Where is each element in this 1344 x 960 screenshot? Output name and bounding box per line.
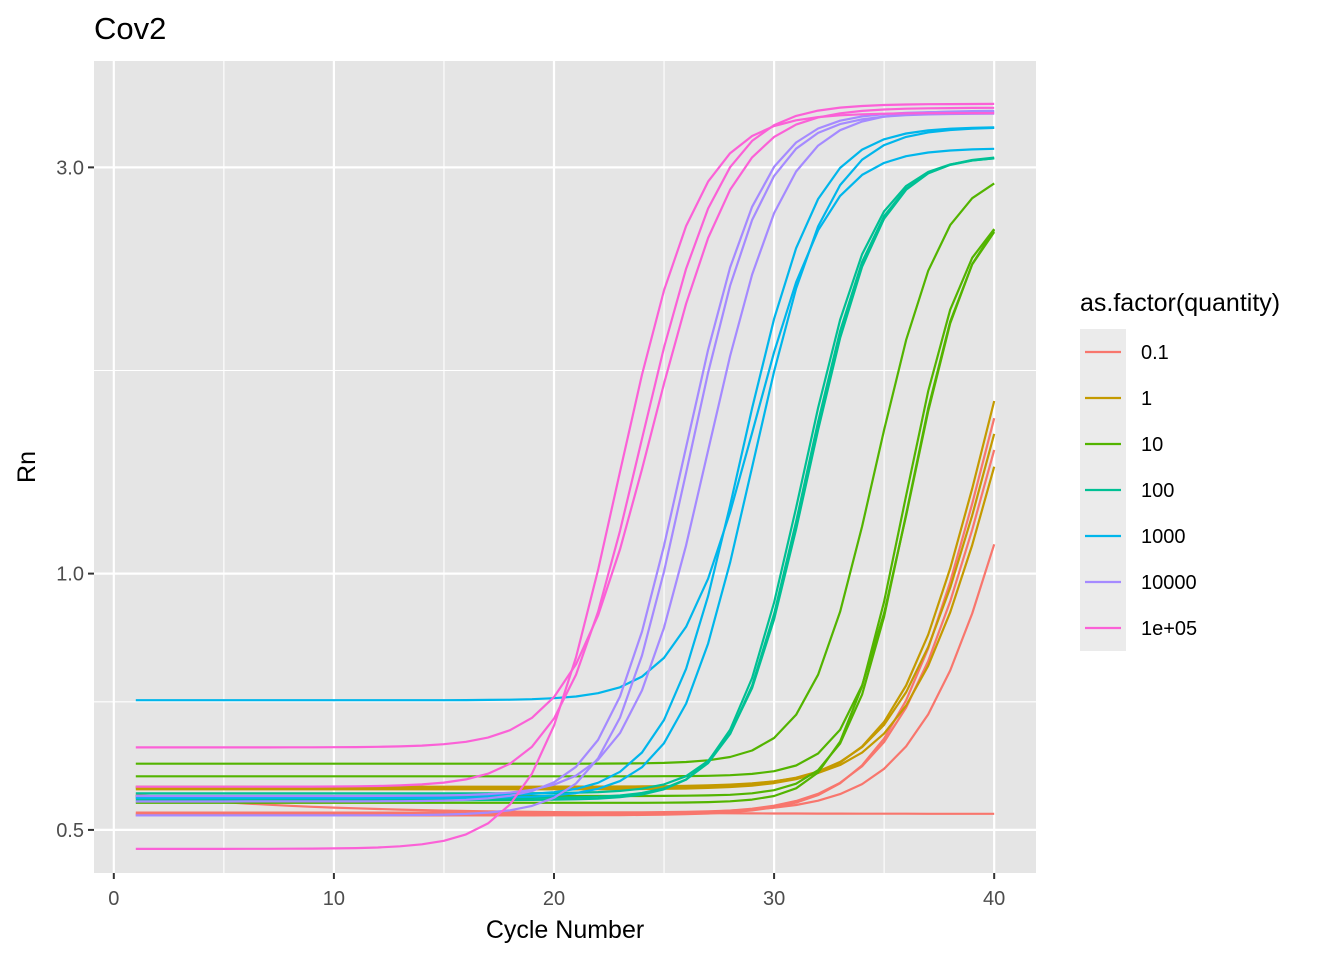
series-line-0.1 [135, 449, 996, 816]
x-tick-label: 40 [983, 888, 1005, 910]
series-line-10 [135, 229, 996, 778]
series-line-10000 [135, 112, 995, 817]
series-line-1e05 [135, 102, 995, 788]
series-line-0.1 [135, 543, 996, 814]
series-line-10 [135, 228, 996, 804]
legend-label: 1 [1141, 388, 1152, 410]
series-line-1 [135, 433, 996, 790]
legend-label: 100 [1141, 480, 1174, 502]
legend-label: 1000 [1141, 526, 1186, 548]
series-line-100 [135, 157, 995, 802]
legend-label: 10 [1141, 434, 1163, 456]
series-line-100 [135, 156, 995, 795]
legend-label: 10000 [1141, 572, 1197, 594]
x-tick-label: 0 [108, 888, 119, 910]
y-tick-label: 0.5 [56, 820, 84, 842]
series-line-1000 [135, 126, 995, 800]
x-tick-label: 20 [543, 888, 565, 910]
y-axis-title: Rn [13, 451, 41, 483]
series-line-10 [135, 182, 995, 765]
series-lines [135, 102, 996, 851]
legend-items: 0.1 1 10 100 1000 10000 1e+05 [1085, 342, 1197, 640]
minor-grid [94, 61, 1036, 873]
legend: as.factor(quantity) 0.1 1 10 100 1000 10000 1e… [1080, 289, 1280, 651]
series-line-10000 [135, 110, 995, 803]
legend-title: as.factor(quantity) [1080, 289, 1280, 317]
y-axis-ticks: 0.5 1.0 3.0 [56, 157, 94, 842]
legend-label: 0.1 [1141, 342, 1169, 364]
x-axis-title: Cycle Number [486, 916, 644, 944]
chart-title: Cov2 [94, 11, 166, 46]
y-tick-label: 3.0 [56, 157, 84, 179]
x-tick-label: 10 [323, 888, 345, 910]
y-tick-label: 1.0 [56, 564, 84, 586]
series-line-1e05 [135, 111, 995, 851]
x-axis-ticks: 0 10 20 30 40 [108, 873, 1005, 910]
plot-panel [94, 61, 1036, 873]
x-tick-label: 30 [763, 888, 785, 910]
legend-label: 1e+05 [1141, 618, 1197, 640]
series-line-1e05 [135, 106, 995, 749]
series-line-10000 [135, 109, 995, 798]
